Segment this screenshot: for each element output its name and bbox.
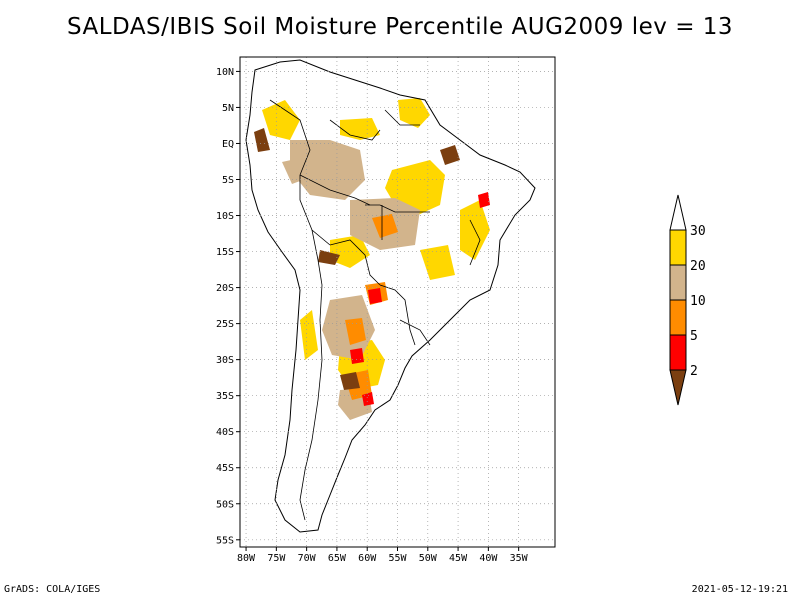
shade-red-1 (368, 288, 382, 304)
country-borders (269, 99, 481, 521)
shade-colombia-tan (282, 158, 308, 184)
chart-title: SALDAS/IBIS Soil Moisture Percentile AUG… (66, 14, 734, 40)
lat-tick-label: 20S (216, 283, 234, 294)
footer-credit: GrADS: COLA/IGES (4, 584, 101, 595)
legend-label: 30 (690, 224, 706, 239)
lat-tick-label: 55S (216, 535, 234, 546)
percentile-shading (254, 98, 490, 420)
legend-color-box (669, 229, 687, 266)
legend-label: 10 (690, 294, 706, 309)
shade-brown-4 (318, 250, 340, 265)
lon-tick-label: 80W (237, 553, 256, 564)
lat-tick-label: 50S (216, 499, 234, 510)
shade-chile-yellow (300, 310, 318, 360)
shade-brown-1 (254, 128, 270, 152)
lat-tick-label: 40S (216, 427, 234, 438)
shade-argentina-orange (345, 318, 366, 345)
latitude-tick-labels: 10N 5N EQ 5S 10S 15S 20S 25S 30S 35S 40S 45S 50S 55S (216, 67, 240, 546)
lat-tick-label: 15S (216, 247, 234, 258)
lon-tick-label: 40W (479, 553, 498, 564)
lon-tick-label: 65W (328, 553, 347, 564)
lat-tick-label: 35S (216, 391, 234, 402)
lat-tick-label: 5S (222, 175, 234, 186)
legend-color-box (669, 299, 687, 336)
lon-tick-label: 75W (267, 553, 286, 564)
shade-bolivia-yellow (330, 235, 370, 268)
coastline (245, 59, 536, 533)
shade-red-2 (350, 348, 364, 364)
lon-tick-label: 70W (298, 553, 317, 564)
shade-colombia-yellow (262, 100, 300, 140)
lat-tick-label: 5N (222, 103, 234, 114)
shade-brown-3 (340, 372, 360, 390)
shade-central-orange (372, 214, 398, 238)
lat-lon-grid (240, 57, 555, 547)
longitude-tick-labels: 80W 75W 70W 65W 60W 55W 50W 45W 40W 35W (237, 547, 529, 564)
footer-timestamp: 2021-05-12-19:21 (691, 584, 788, 595)
lat-tick-label: 45S (216, 463, 234, 474)
lat-tick-label: 25S (216, 319, 234, 330)
legend-label: 20 (690, 259, 706, 274)
lon-tick-label: 60W (358, 553, 377, 564)
shade-brown-2 (440, 145, 460, 165)
legend-top-arrow (669, 194, 687, 231)
shade-north-yellow (340, 118, 380, 140)
lon-tick-label: 35W (510, 553, 529, 564)
shade-red-3 (478, 192, 490, 208)
legend-color-box (669, 264, 687, 301)
lat-tick-label: 10S (216, 211, 234, 222)
lat-tick-label: 30S (216, 355, 234, 366)
legend-label: 2 (690, 364, 698, 379)
lon-tick-label: 55W (388, 553, 407, 564)
legend-bottom-arrow (669, 369, 687, 406)
lat-tick-label: EQ (222, 139, 234, 150)
shade-guianas-yellow (398, 98, 430, 128)
shade-se-yellow (420, 245, 455, 280)
shade-amazon-tan (290, 140, 365, 200)
legend-label: 5 (690, 329, 698, 344)
lon-tick-label: 45W (449, 553, 468, 564)
lon-tick-label: 50W (419, 553, 438, 564)
legend-color-box (669, 334, 687, 371)
lat-tick-label: 10N (216, 67, 234, 78)
color-legend: 30 20 10 5 2 (669, 194, 706, 406)
